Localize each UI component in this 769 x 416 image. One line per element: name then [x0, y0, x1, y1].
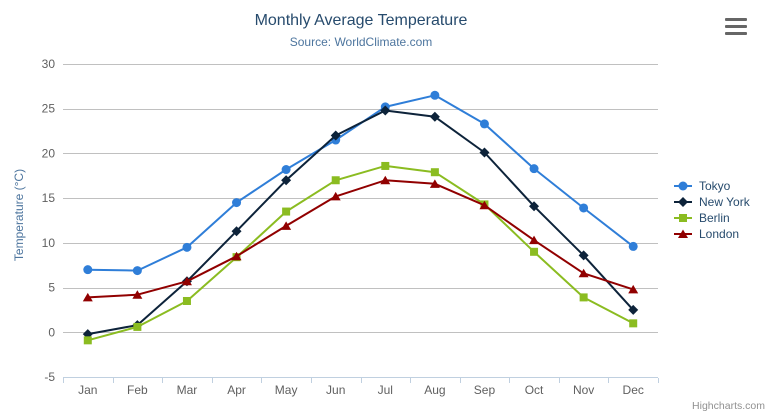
marker-tokyo-2[interactable] [182, 242, 192, 252]
marker-london-8[interactable] [479, 200, 490, 210]
marker-london-7[interactable] [429, 179, 440, 188]
marker-tokyo-7[interactable] [430, 90, 440, 100]
legend-symbol-london[interactable] [678, 229, 688, 239]
marker-tokyo-4[interactable] [281, 165, 291, 175]
marker-new-york-7[interactable] [429, 111, 440, 122]
marker-new-york-8[interactable] [479, 147, 490, 158]
marker-new-york-9[interactable] [529, 201, 540, 212]
marker-london-6[interactable] [380, 175, 391, 185]
marker-new-york-10[interactable] [578, 250, 589, 261]
marker-tokyo-3[interactable] [232, 198, 242, 208]
legend: Tokyo New York Berlin London [674, 178, 750, 242]
chart-subtitle: Source: WorldClimate.com [289, 35, 433, 49]
marker-berlin-2[interactable] [182, 296, 191, 305]
y-axis-tick-label: 20 [42, 146, 56, 160]
legend-marker-london [674, 229, 692, 239]
series-line-london[interactable] [86, 179, 635, 299]
y-axis-tick-label: -5 [44, 370, 55, 384]
x-axis-tick-label: Aug [424, 383, 445, 397]
marker-tokyo-11[interactable] [628, 241, 638, 251]
marker-london-11[interactable] [628, 284, 639, 294]
marker-london-10[interactable] [578, 268, 589, 278]
x-axis-tick-label: May [275, 383, 298, 397]
y-axis-tick-label: 15 [42, 191, 56, 205]
marker-berlin-10[interactable] [579, 293, 588, 302]
x-axis-tick-label: Jan [78, 383, 97, 397]
x-axis-tick-label: Feb [127, 383, 148, 397]
y-axis-tick-label: 25 [42, 102, 56, 116]
marker-london-0[interactable] [82, 292, 93, 302]
marker-london-9[interactable] [529, 235, 540, 245]
legend-item-tokyo[interactable]: Tokyo [674, 178, 750, 194]
chart-title: Monthly Average Temperature [254, 12, 468, 29]
marker-berlin-4[interactable] [282, 207, 291, 216]
x-axis-tick-label: Jul [378, 383, 393, 397]
series-line-berlin[interactable] [86, 164, 635, 342]
legend-symbol-tokyo[interactable] [678, 181, 688, 191]
marker-berlin-1[interactable] [133, 322, 142, 331]
marker-berlin-6[interactable] [381, 161, 390, 170]
marker-new-york-6[interactable] [380, 105, 391, 116]
marker-tokyo-9[interactable] [529, 164, 539, 174]
series-line-new-york[interactable] [86, 109, 635, 336]
marker-london-5[interactable] [330, 191, 341, 201]
marker-london-4[interactable] [281, 221, 292, 230]
series-line-tokyo[interactable] [86, 94, 635, 272]
marker-london-3[interactable] [231, 251, 242, 261]
legend-label: New York [699, 195, 750, 209]
legend-item-new-york[interactable]: New York [674, 194, 750, 210]
legend-item-london[interactable]: London [674, 226, 750, 242]
x-axis-tick-label: Dec [623, 383, 644, 397]
legend-label: Tokyo [699, 179, 731, 193]
y-axis-tick-label: 5 [48, 281, 55, 295]
marker-tokyo-1[interactable] [132, 266, 142, 276]
legend-label: London [699, 227, 740, 241]
credits-link[interactable]: Highcharts.com [692, 400, 765, 412]
x-axis-tick-label: Jun [326, 383, 345, 397]
legend-item-berlin[interactable]: Berlin [674, 210, 750, 226]
marker-new-york-11[interactable] [628, 304, 639, 315]
legend-label: Berlin [699, 211, 730, 225]
marker-berlin-0[interactable] [83, 336, 92, 345]
legend-symbol-berlin[interactable] [679, 214, 687, 222]
legend-marker-tokyo [674, 181, 692, 191]
export-menu-button[interactable] [722, 13, 752, 39]
legend-symbol-new-york[interactable] [678, 197, 688, 207]
legend-marker-new-york [674, 197, 692, 207]
marker-berlin-11[interactable] [629, 319, 638, 328]
marker-london-1[interactable] [132, 290, 143, 299]
marker-berlin-5[interactable] [331, 176, 340, 185]
marker-new-york-4[interactable] [281, 175, 292, 186]
y-axis-tick-label: 30 [42, 57, 56, 71]
marker-london-2[interactable] [181, 276, 192, 286]
hamburger-menu-icon [725, 17, 749, 35]
x-axis-tick-label: Mar [177, 383, 198, 397]
marker-tokyo-10[interactable] [579, 203, 589, 213]
y-axis-tick-label: 0 [48, 325, 55, 339]
marker-new-york-5[interactable] [330, 130, 341, 141]
x-axis-tick-label: Oct [525, 383, 544, 397]
x-axis-tick-label: Sep [474, 383, 496, 397]
legend-marker-berlin [674, 214, 692, 222]
marker-berlin-9[interactable] [530, 247, 539, 256]
marker-tokyo-8[interactable] [479, 119, 489, 129]
marker-new-york-3[interactable] [231, 226, 242, 237]
y-axis-tick-label: 10 [42, 236, 56, 250]
x-axis-tick-label: Apr [227, 383, 246, 397]
marker-tokyo-0[interactable] [83, 265, 93, 275]
marker-berlin-7[interactable] [430, 168, 439, 177]
x-axis-tick-label: Nov [573, 383, 594, 397]
